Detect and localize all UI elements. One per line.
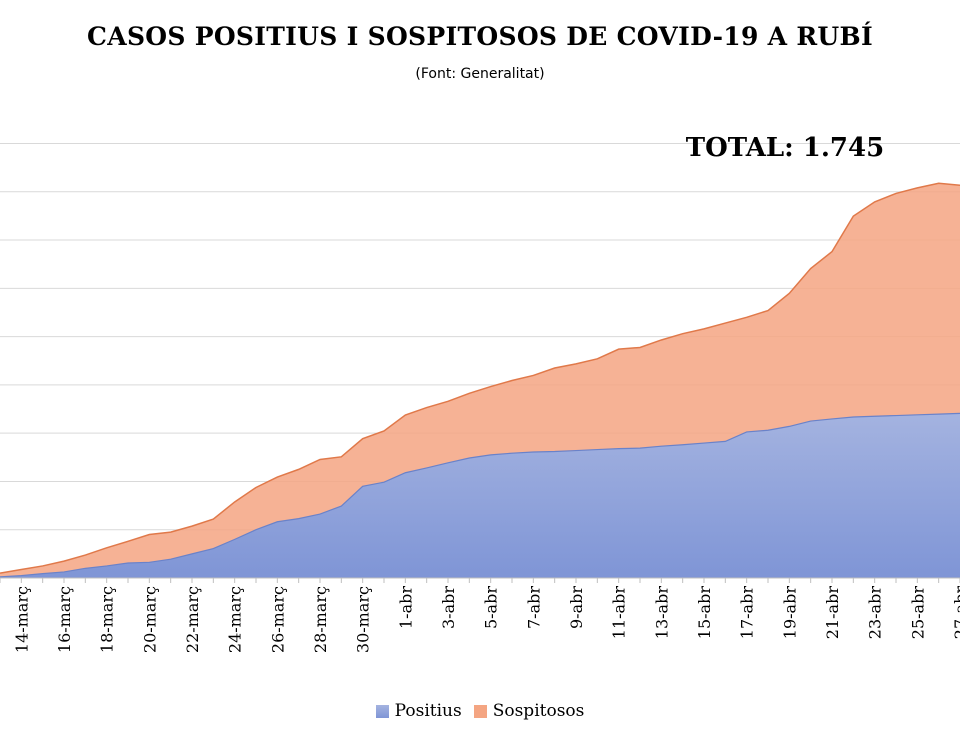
legend-label: Positius (394, 701, 462, 721)
series-line-positius (0, 412, 960, 578)
x-tick-label: 22-març (183, 586, 202, 653)
series-area-sospitosos (0, 183, 960, 577)
x-tick-label: 9-abr (567, 586, 586, 629)
x-axis: 14-març 16-març 18-març 20-març 22-març 24-ma… (0, 577, 960, 653)
legend-swatch (375, 704, 389, 718)
x-tick-label: 14-març (12, 586, 31, 653)
x-tick-label: 17-abr (738, 586, 757, 640)
x-tick-label: 1-abr (396, 586, 415, 629)
legend-label: Sospitosos (492, 701, 585, 721)
area-chart: 14-març 16-març 18-març 20-març 22-març 24-ma… (0, 133, 960, 653)
x-tick-label: 21-abr (823, 586, 842, 640)
chart-title: CASOS POSITIUS I SOSPITOSOS DE COVID-19 … (87, 22, 873, 51)
x-tick-label: 7-abr (524, 586, 543, 629)
x-tick-label: 24-març (226, 586, 245, 653)
x-tick-label: 23-abr (866, 586, 885, 640)
x-tick-label: 3-abr (439, 586, 458, 629)
x-tick-label: 27-abr (951, 586, 960, 640)
series-line-sospitosos (0, 182, 960, 574)
x-tick-label: 28-març (311, 586, 330, 653)
legend-item-positius: Positius (375, 701, 462, 721)
x-tick-label: 20-març (140, 586, 159, 653)
x-tick-label: 16-març (55, 586, 74, 653)
x-tick-label: 18-març (98, 586, 117, 653)
x-tick-label: 26-març (268, 586, 287, 653)
x-tick-label: 19-abr (780, 586, 799, 640)
x-tick-label: 13-abr (652, 586, 671, 640)
series-areas (0, 182, 960, 578)
chart-subtitle: (Font: Generalitat) (415, 66, 545, 82)
legend-item-sospitosos: Sospitosos (473, 701, 585, 721)
x-tick-label: 30-març (354, 586, 373, 653)
total-annotation: TOTAL: 1.745 (686, 133, 884, 163)
chart-legend: Positius Sospitosos (0, 701, 960, 723)
x-tick-label: 15-abr (695, 586, 714, 640)
x-tick-label: 25-abr (908, 586, 927, 640)
legend-swatch (473, 704, 487, 718)
series-area-positius (0, 413, 960, 578)
x-tick-label: 11-abr (610, 586, 629, 640)
x-tick-label: 5-abr (482, 586, 501, 629)
